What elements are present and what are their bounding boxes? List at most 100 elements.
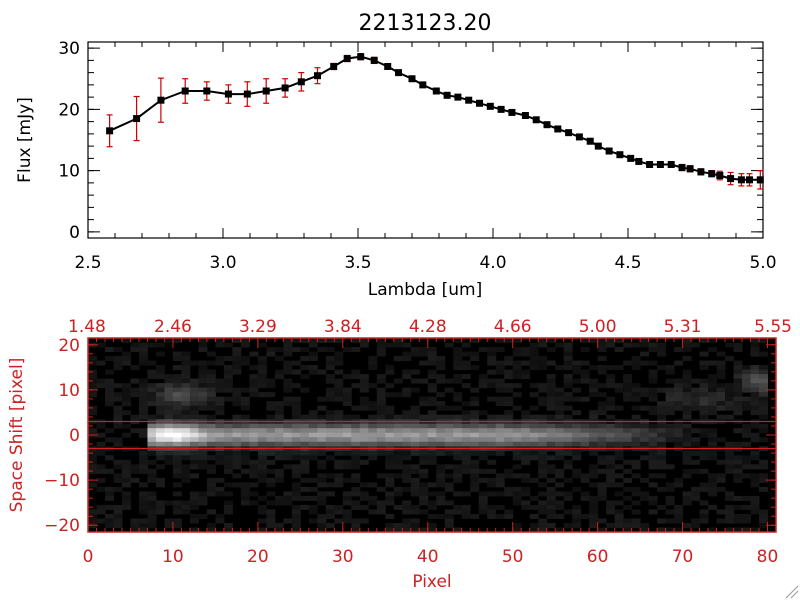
image-pixel <box>742 383 752 389</box>
image-pixel <box>750 342 760 348</box>
spectrum-x-tick-label: 3.0 <box>209 253 236 273</box>
resize-grip-icon[interactable] <box>785 585 799 599</box>
image-pixel <box>393 527 403 533</box>
image-pixel <box>750 374 760 380</box>
image-pixel <box>223 522 233 528</box>
image-pixel <box>351 486 361 492</box>
image-pixel <box>614 464 624 470</box>
image-pixel <box>385 513 395 519</box>
image-pixel <box>402 387 412 393</box>
image-pixel <box>521 477 531 483</box>
image-pixel <box>657 347 667 353</box>
image-pixel <box>589 383 599 389</box>
image-pixel <box>657 387 667 393</box>
image-pixel <box>538 396 548 402</box>
image-pixel <box>334 432 344 438</box>
image-pixel <box>453 473 463 479</box>
image-pixel <box>699 432 709 438</box>
image-pixel <box>555 428 565 434</box>
image-pixel <box>240 401 250 407</box>
image-pixel <box>206 383 216 389</box>
image-pixel <box>240 396 250 402</box>
image-pixel <box>300 338 310 344</box>
image-pixel <box>691 468 701 474</box>
image-pixel <box>88 518 97 524</box>
image-pixel <box>113 392 123 398</box>
image-pixel <box>317 500 327 506</box>
image-pixel <box>359 491 369 497</box>
image-pixel <box>691 342 701 348</box>
image-pixel <box>682 468 692 474</box>
image-pixel <box>351 455 361 461</box>
image-pixel <box>147 387 157 393</box>
image-pixel <box>138 383 148 389</box>
image-pixel <box>291 473 301 479</box>
image-pixel <box>410 468 420 474</box>
image-pixel <box>580 347 590 353</box>
image-pixel <box>657 405 667 411</box>
image-pixel <box>725 527 735 533</box>
image-pixel <box>206 509 216 515</box>
image-pixel <box>385 495 395 501</box>
image-pixel <box>682 338 692 344</box>
image-pixel <box>725 509 735 515</box>
image-pixel <box>759 459 768 465</box>
image-pixel <box>393 450 403 456</box>
image-pixel <box>283 338 293 344</box>
image-pixel <box>155 450 165 456</box>
image-pixel <box>223 432 233 438</box>
image-pixel <box>716 365 726 371</box>
image-pixel <box>682 423 692 429</box>
image-pixel <box>461 459 471 465</box>
image-pixel <box>402 351 412 357</box>
image-pixel <box>546 392 556 398</box>
image-pixel <box>461 342 471 348</box>
image-pixel <box>631 405 641 411</box>
image-pixel <box>674 504 684 510</box>
image-pixel <box>640 527 650 533</box>
image-pixel <box>232 441 242 447</box>
data-point <box>419 81 427 89</box>
image-pixel <box>444 500 454 506</box>
image-pixel <box>572 360 582 366</box>
image-pixel <box>495 513 505 519</box>
image-pixel <box>427 351 437 357</box>
image-pixel <box>138 342 148 348</box>
image-pixel <box>495 477 505 483</box>
image-pixel <box>589 387 599 393</box>
image-pixel <box>206 428 216 434</box>
image-pixel <box>614 518 624 524</box>
image-pixel <box>317 423 327 429</box>
image-pixel <box>538 383 548 389</box>
image-pixel <box>631 437 641 443</box>
image-pixel <box>665 365 675 371</box>
image-pixel <box>291 405 301 411</box>
image-pixel <box>495 383 505 389</box>
image-pixel <box>104 518 114 524</box>
image-pixel <box>444 482 454 488</box>
image-pixel <box>546 513 556 519</box>
image-pixel <box>563 405 573 411</box>
image-pixel <box>597 527 607 533</box>
image-pixel <box>657 441 667 447</box>
image-pixel <box>563 450 573 456</box>
image-pixel <box>104 522 114 528</box>
image-pixel <box>334 509 344 515</box>
image-pixel <box>470 356 480 362</box>
image-pixel <box>572 486 582 492</box>
image-pixel <box>215 423 225 429</box>
image-pixel <box>589 392 599 398</box>
image-pixel <box>631 428 641 434</box>
image-pixel <box>147 513 157 519</box>
image-pixel <box>708 477 718 483</box>
image-pixel <box>155 432 165 438</box>
image-pixel <box>461 351 471 357</box>
image-pixel <box>453 455 463 461</box>
image-pixel <box>470 513 480 519</box>
image-pixel <box>300 423 310 429</box>
image-pixel <box>223 387 233 393</box>
image-pixel <box>121 459 131 465</box>
image-pixel <box>147 401 157 407</box>
image-pixel <box>121 351 131 357</box>
image-pixel <box>317 441 327 447</box>
